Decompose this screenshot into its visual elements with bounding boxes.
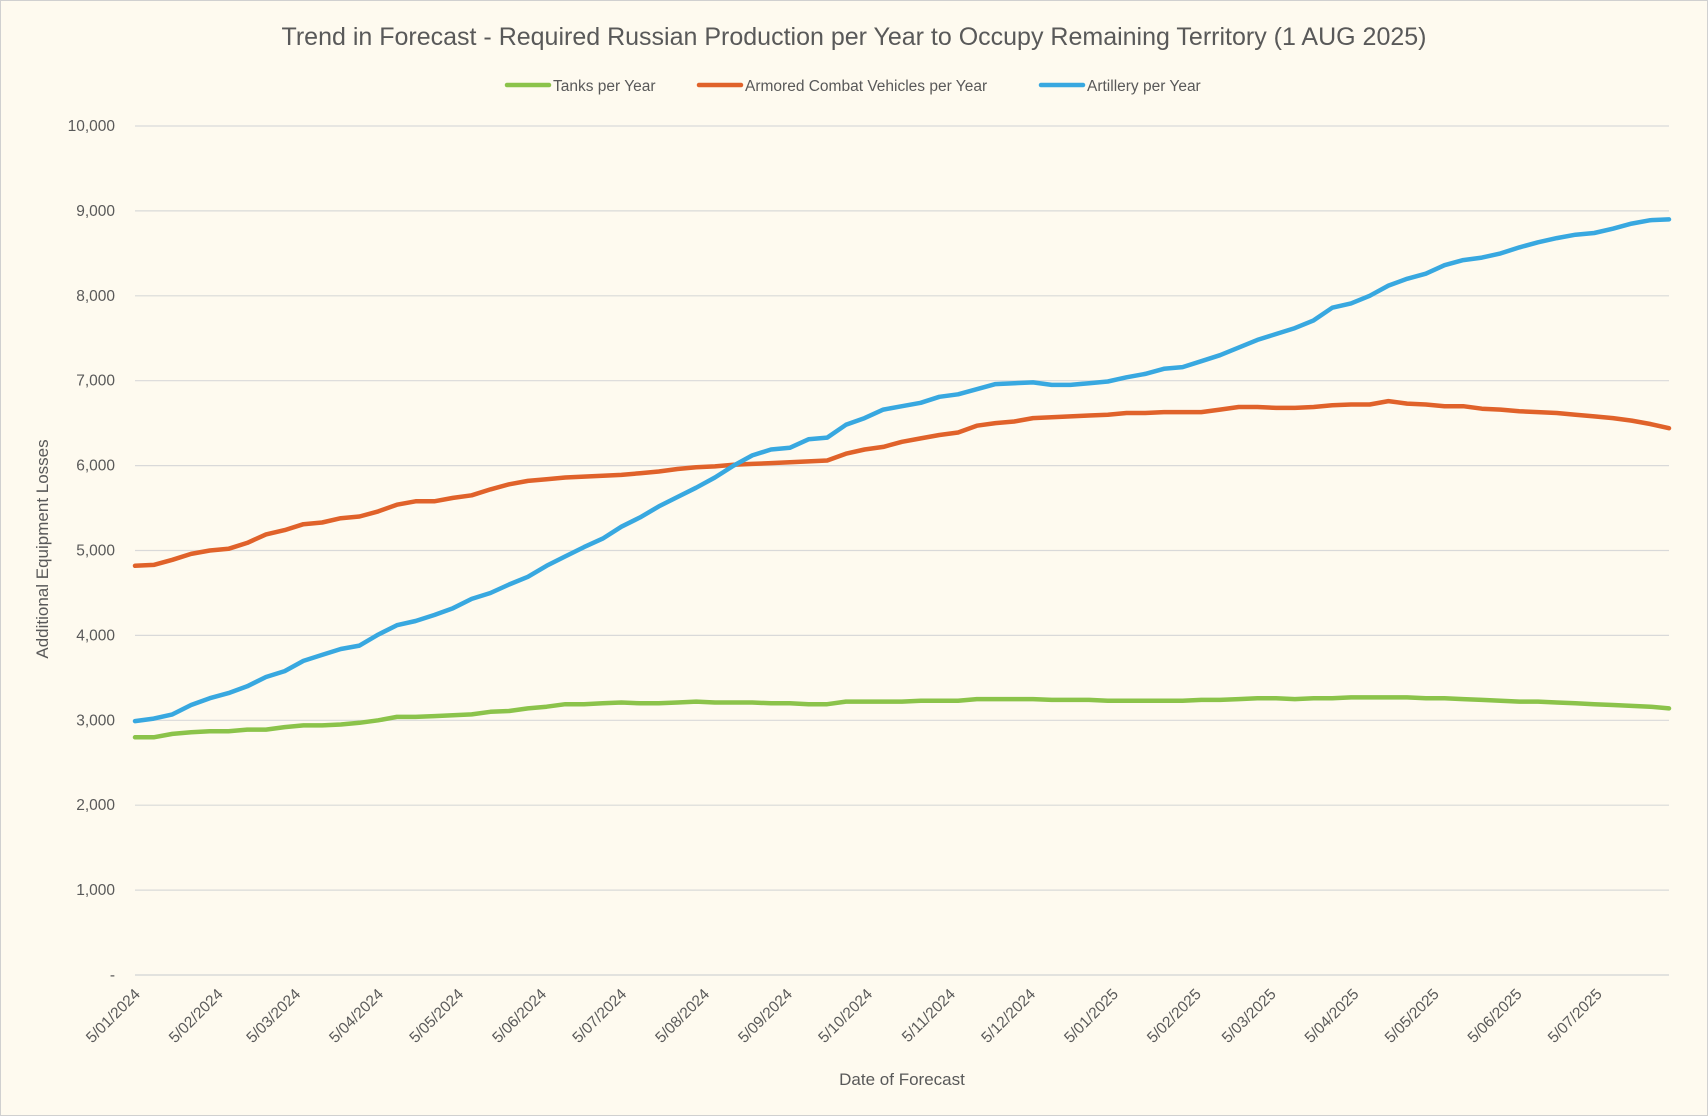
y-tick-label: 1,000 [76, 882, 115, 899]
gridlines [135, 125, 1669, 891]
y-tick-label: 8,000 [76, 288, 115, 305]
x-tick-label: 5/03/2025 [1219, 986, 1280, 1047]
y-tick-label: 9,000 [76, 203, 115, 220]
x-tick-label: 5/09/2024 [735, 986, 796, 1047]
legend: Tanks per Year Armored Combat Vehicles pe… [504, 78, 1201, 95]
x-axis-tick-labels: 5/01/2024 5/02/2024 5/03/2024 5/04/2024 5/05… [83, 986, 1606, 1047]
y-axis-tick-labels: - 1,000 2,000 3,000 4,000 5,000 6,000 7,000 8,00… [68, 118, 116, 984]
x-tick-label: 5/03/2024 [243, 986, 304, 1047]
y-tick-label: 6,000 [76, 458, 115, 475]
x-tick-label: 5/12/2024 [978, 986, 1039, 1047]
series-lines [132, 217, 1672, 740]
y-tick-label: 3,000 [76, 712, 115, 729]
legend-label: Tanks per Year [553, 78, 656, 95]
legend-label: Artillery per Year [1087, 78, 1201, 95]
series-line-3 [132, 217, 1672, 724]
y-tick-label: 5,000 [76, 543, 115, 560]
x-tick-label: 5/02/2024 [166, 986, 227, 1047]
y-axis-title: Additional Equipment Losses [33, 439, 52, 658]
y-tick-label: 7,000 [76, 373, 115, 390]
x-tick-label: 5/08/2024 [652, 986, 713, 1047]
x-tick-label: 5/07/2024 [569, 986, 630, 1047]
x-tick-label: 5/04/2025 [1302, 986, 1363, 1047]
y-tick-label: 10,000 [68, 118, 116, 135]
series-line-1 [132, 695, 1672, 740]
x-tick-label: 5/07/2025 [1545, 986, 1606, 1047]
x-axis-title: Date of Forecast [839, 1070, 965, 1089]
y-tick-label: 4,000 [76, 627, 115, 644]
y-tick-label: - [110, 967, 115, 984]
series-line-2 [132, 398, 1672, 569]
x-tick-label: 5/04/2024 [326, 986, 387, 1047]
x-tick-label: 5/06/2025 [1465, 986, 1526, 1047]
x-tick-label: 5/02/2025 [1144, 986, 1205, 1047]
x-tick-label: 5/01/2024 [83, 986, 144, 1047]
x-tick-label: 5/01/2025 [1061, 986, 1122, 1047]
x-tick-label: 5/10/2024 [815, 986, 876, 1047]
chart-title: Trend in Forecast - Required Russian Pro… [282, 23, 1427, 51]
x-tick-label: 5/05/2025 [1382, 986, 1443, 1047]
y-tick-label: 2,000 [76, 797, 115, 814]
legend-label: Armored Combat Vehicles per Year [745, 78, 987, 95]
x-tick-label: 5/06/2024 [489, 986, 550, 1047]
x-tick-label: 5/05/2024 [406, 986, 467, 1047]
x-tick-label: 5/11/2024 [899, 986, 959, 1046]
